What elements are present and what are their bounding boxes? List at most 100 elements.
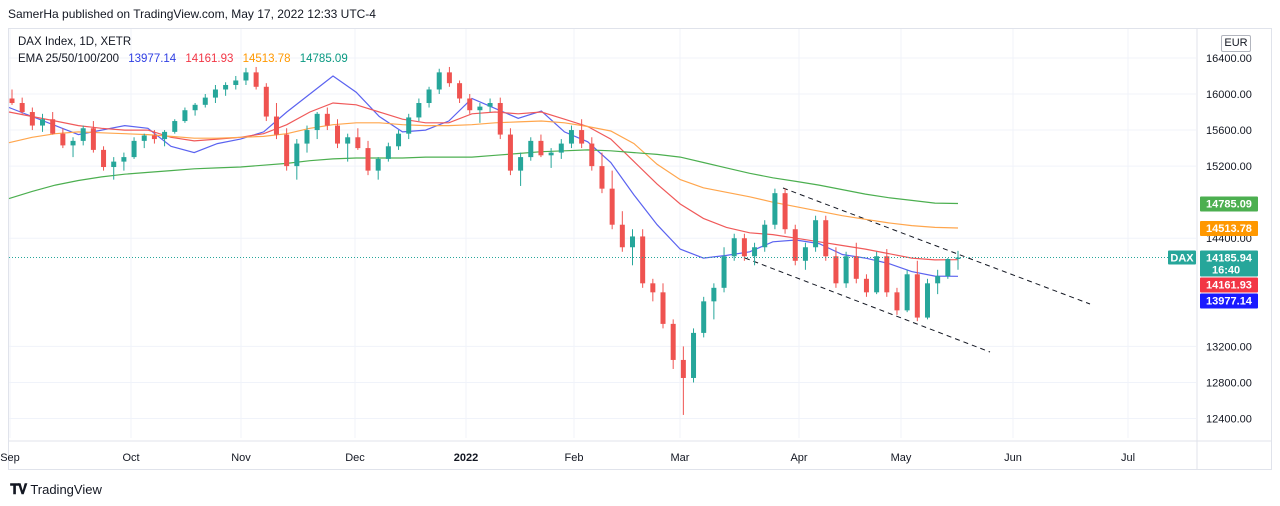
x-tick-label: Mar [671, 452, 690, 464]
x-tick-label: Apr [790, 452, 807, 464]
candle-body [406, 117, 412, 134]
x-tick-label: Dec [345, 452, 365, 464]
candle-body [172, 121, 178, 132]
candle-body [904, 274, 910, 311]
candle [131, 137, 137, 159]
candle [711, 283, 717, 320]
candle-body [833, 256, 839, 284]
candle-body [355, 137, 361, 149]
candle [660, 283, 666, 329]
y-tick-label: 12400.00 [1206, 414, 1252, 426]
candle-body [894, 292, 900, 311]
candle [884, 249, 890, 297]
candle [121, 152, 127, 171]
legend-ema[interactable]: EMA 25/50/100/200 13977.14 14161.93 1451… [18, 53, 354, 65]
candle [853, 242, 859, 284]
y-tick-label: 12800.00 [1206, 377, 1252, 389]
footer-brand: TradingView [30, 482, 102, 497]
candle [335, 119, 341, 149]
candle [446, 66, 452, 87]
candle-body [253, 72, 259, 87]
candle-body [955, 257, 961, 259]
candle [945, 258, 951, 279]
candle-body [121, 157, 127, 162]
candle-body [284, 134, 290, 167]
legend-title[interactable]: DAX Index, 1D, XETR [18, 36, 132, 48]
candle [823, 215, 829, 261]
candle-body [29, 112, 35, 126]
candle-body [324, 113, 330, 126]
candle [90, 121, 96, 153]
y-tick-label: 13200.00 [1206, 341, 1252, 353]
candle [212, 84, 218, 104]
candle [762, 220, 768, 252]
candle [273, 103, 279, 140]
candle-body [924, 283, 930, 318]
candle-body [294, 143, 300, 167]
candle-body [823, 220, 829, 257]
price-label-ema100-bg [1200, 220, 1258, 236]
candle-body [101, 149, 107, 168]
candle [955, 250, 961, 270]
x-tick-label: Oct [122, 452, 139, 464]
candle [192, 103, 198, 116]
candle-body [273, 116, 279, 135]
candle [579, 119, 585, 149]
candle [833, 247, 839, 288]
x-tick-label: Feb [565, 452, 584, 464]
candle-body [538, 140, 544, 156]
y-tick-label: 15200.00 [1206, 161, 1252, 173]
candle [568, 125, 574, 149]
candle-body [874, 256, 880, 293]
candle [680, 346, 686, 415]
ema25-value: 13977.14 [128, 53, 177, 65]
candle-body [375, 158, 381, 171]
candle-body [680, 359, 686, 378]
candle-body [212, 89, 218, 98]
candle-body [568, 130, 574, 144]
candle-body [721, 256, 727, 288]
channel-lower-line [744, 257, 991, 353]
candle [60, 128, 66, 149]
candle-body [935, 276, 941, 284]
last-price-line: DAX [9, 250, 1197, 265]
candle-body [60, 133, 66, 146]
currency-button[interactable]: EUR [1221, 35, 1251, 52]
y-tick-label: 16000.00 [1206, 89, 1252, 101]
ema100-value: 14513.78 [242, 53, 291, 65]
candle-body [752, 247, 758, 257]
candle-body [111, 161, 117, 168]
candle [151, 130, 157, 144]
chart-frame[interactable] [8, 28, 1272, 470]
candle [9, 89, 15, 105]
candle-body [945, 258, 951, 277]
candle [741, 233, 747, 261]
candle [691, 328, 697, 383]
candle-body [385, 146, 391, 159]
candle [599, 152, 605, 194]
ema100-line [8, 120, 959, 229]
y-tick-label: 14400.00 [1206, 233, 1252, 245]
candle-body [660, 292, 666, 324]
candle [182, 107, 188, 123]
candle [365, 140, 371, 176]
candle-body [90, 128, 96, 150]
candle-body [40, 119, 46, 126]
candle [497, 97, 503, 140]
candle-body [457, 83, 463, 99]
candle-body [141, 135, 147, 141]
footer[interactable]: 𝐓𝐕 TradingView [10, 481, 102, 498]
candle-body [640, 236, 646, 284]
candle [284, 128, 290, 171]
candle-body [233, 80, 239, 85]
price-label-ema25: 13977.14 [1206, 296, 1253, 308]
candle-body [162, 131, 168, 140]
candle [457, 80, 463, 104]
candle [670, 319, 676, 369]
x-tick-label: 2022 [454, 452, 478, 464]
price-label-last: 14185.94 [1206, 253, 1253, 265]
candle-body [619, 224, 625, 248]
candle-body [151, 135, 157, 140]
price-label-ema200-bg [1200, 196, 1258, 212]
